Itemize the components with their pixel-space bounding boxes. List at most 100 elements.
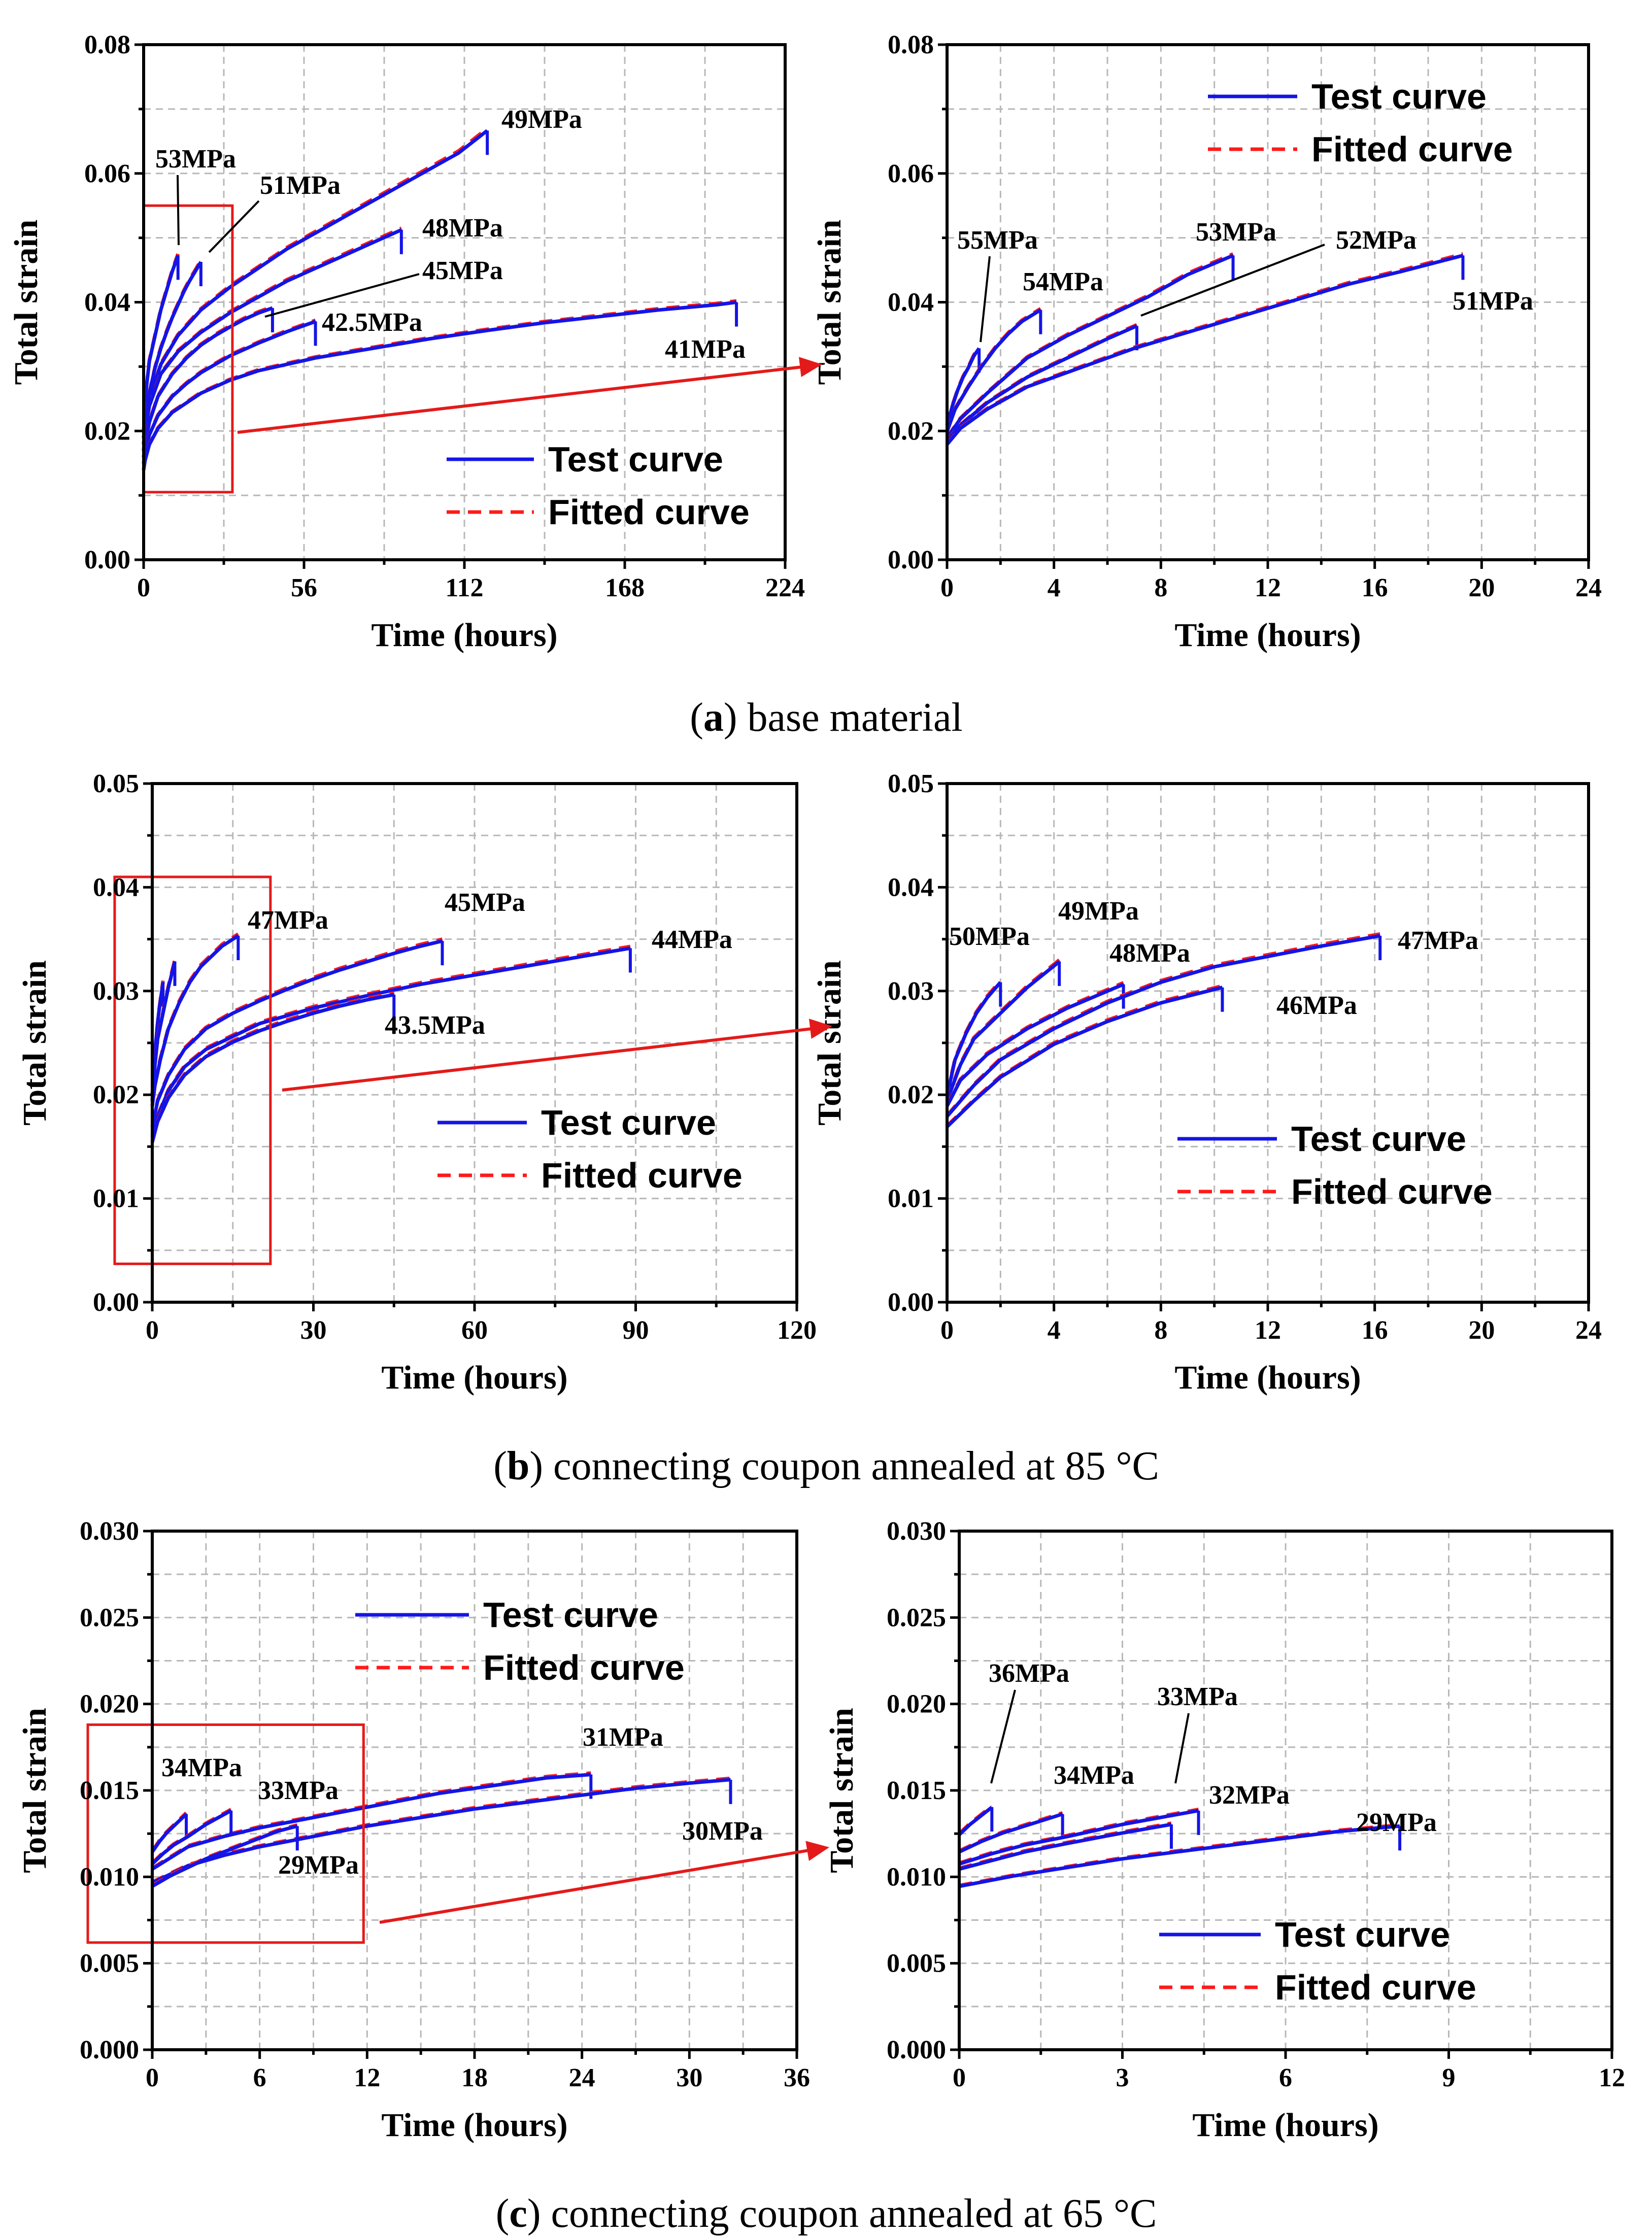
annotation-callout (1140, 244, 1325, 317)
y-tick-label: 0.08 (84, 30, 130, 59)
x-tick-label: 12 (1255, 573, 1281, 602)
y-axis-label: Total strain (8, 220, 45, 385)
y-tick-label: 0.020 (80, 1690, 139, 1719)
x-tick-label: 36 (784, 2063, 810, 2092)
annotation-47MPa: 47MPa (248, 906, 328, 935)
x-tick-label: 90 (623, 1316, 649, 1345)
caption-b-letter: b (507, 1444, 530, 1488)
annotation-47MPa: 47MPa (1398, 926, 1478, 955)
y-tick-label: 0.030 (80, 1517, 139, 1546)
annotation-45MPa: 45MPa (445, 888, 525, 917)
test-curve-51MPa (946, 254, 1464, 446)
x-tick-label: 24 (1575, 573, 1602, 602)
annotation-33MPa: 33MPa (258, 1776, 339, 1805)
zoom-arrow-head (798, 357, 822, 377)
x-tick-label: 30 (676, 2063, 702, 2092)
x-tick-label: 0 (940, 573, 954, 602)
zoom-box (86, 1723, 365, 1944)
legend-test-label: Test curve (541, 1103, 716, 1142)
annotation-callout (177, 175, 180, 246)
x-tick-label: 0 (940, 1316, 954, 1345)
annotation-30MPa: 30MPa (682, 1817, 763, 1846)
legend-fitted-label: Fitted curve (483, 1648, 685, 1687)
test-curve-48MPa (142, 228, 402, 451)
test-curve-34MPa (151, 1813, 188, 1853)
annotation-callout (208, 200, 260, 253)
x-tick-label: 16 (1362, 1316, 1388, 1345)
caption-a: (a) base material (690, 695, 963, 740)
y-tick-label: 0.015 (80, 1776, 139, 1805)
x-tick-label: 18 (461, 2063, 488, 2092)
caption-c: (c) connecting coupon annealed at 65 °C (496, 2191, 1157, 2236)
x-tick-label: 16 (1362, 573, 1388, 602)
test-curve-46MPa (946, 986, 1223, 1128)
x-tick-label: 12 (1255, 1316, 1281, 1345)
zoom-arrows (237, 357, 832, 1924)
test-curve-32MPa (959, 1822, 1172, 1871)
test-curve-49MPa (142, 129, 489, 445)
x-tick-label: 3 (1116, 2063, 1129, 2092)
test-curve-33MPa (151, 1809, 232, 1866)
test-curve-49MPa (945, 960, 1061, 1102)
annotation-48MPa: 48MPa (1109, 939, 1190, 968)
x-tick-label: 6 (253, 2063, 266, 2092)
annotation-callout (980, 256, 991, 343)
y-axis-label: Total strain (16, 1708, 53, 1873)
annotation-42.5MPa: 42.5MPa (322, 308, 422, 337)
y-tick-label: 0.02 (84, 417, 130, 446)
y-tick-label: 0.08 (888, 30, 934, 59)
y-tick-label: 0.06 (84, 159, 130, 188)
y-tick-label: 0.05 (888, 769, 934, 798)
x-tick-label: 8 (1154, 1316, 1167, 1345)
annotation-55MPa: 55MPa (957, 226, 1038, 255)
y-tick-label: 0.03 (888, 977, 934, 1006)
test-curve-53MPa (142, 255, 180, 432)
y-axis-label: Total strain (811, 960, 848, 1126)
annotation-callout (1174, 1713, 1190, 1784)
test-curve-54MPa (945, 308, 1042, 432)
zoom-arrow-head (805, 1841, 829, 1861)
test-curve-34MPa (958, 1812, 1063, 1854)
chart-b-zoom: 0 4 8 12 16 20 24 0.00 0.01 0.02 0.03 0.04 0.05 Time … (811, 769, 1602, 1396)
x-axis-label: Time (hours) (381, 1359, 567, 1396)
x-tick-label: 24 (1575, 1316, 1602, 1345)
x-tick-label: 168 (605, 573, 645, 602)
y-tick-label: 0.02 (888, 417, 934, 446)
legend-test-label: Test curve (483, 1595, 658, 1635)
annotation-53MPa: 53MPa (155, 145, 236, 174)
x-tick-label: 9 (1442, 2063, 1456, 2092)
y-tick-label: 0.015 (887, 1776, 946, 1805)
annotation-34MPa: 34MPa (1054, 1761, 1134, 1790)
test-curve-31MPa (151, 1773, 591, 1871)
y-tick-label: 0.025 (80, 1603, 139, 1632)
annotation-48MPa: 48MPa (422, 214, 503, 243)
x-tick-label: 4 (1048, 573, 1061, 602)
test-curve-48MPa (945, 982, 1124, 1107)
zoom-arrow-line (379, 1847, 819, 1924)
annotation-45MPa: 45MPa (422, 256, 503, 285)
x-tick-label: 120 (777, 1316, 817, 1345)
x-tick-label: 0 (146, 1316, 159, 1345)
x-tick-label: 8 (1154, 573, 1167, 602)
fitted-curve-43.5MPa (150, 991, 394, 1142)
annotation-callout (264, 273, 420, 318)
annotation-33MPa: 33MPa (1157, 1682, 1238, 1711)
caption-c-text: connecting coupon annealed at 65 °C (551, 2191, 1157, 2236)
zoom-arrow-line (282, 1026, 822, 1092)
y-tick-label: 0.04 (84, 288, 130, 317)
test-curve-42.5MPa (142, 320, 316, 464)
fitted-curve-46MPa (946, 984, 1223, 1128)
legend-fitted-label: Fitted curve (1275, 1968, 1476, 2007)
chart-a-zoom: 0 4 8 12 16 20 24 0.00 0.02 0.04 0.06 0.08 Time (hou… (811, 30, 1602, 654)
y-tick-label: 0.02 (888, 1080, 934, 1109)
y-tick-label: 0.02 (93, 1080, 139, 1109)
legend-fitted-label: Fitted curve (548, 492, 750, 532)
x-tick-label: 20 (1468, 573, 1495, 602)
annotation-49MPa: 49MPa (501, 105, 582, 134)
test-curve-52MPa (946, 324, 1138, 443)
y-tick-label: 0.01 (888, 1184, 934, 1213)
caption-b-text: connecting coupon annealed at 85 °C (553, 1444, 1159, 1488)
x-tick-label: 6 (1279, 2063, 1292, 2092)
y-tick-label: 0.04 (93, 873, 139, 902)
y-axis-label: Total strain (16, 960, 53, 1126)
